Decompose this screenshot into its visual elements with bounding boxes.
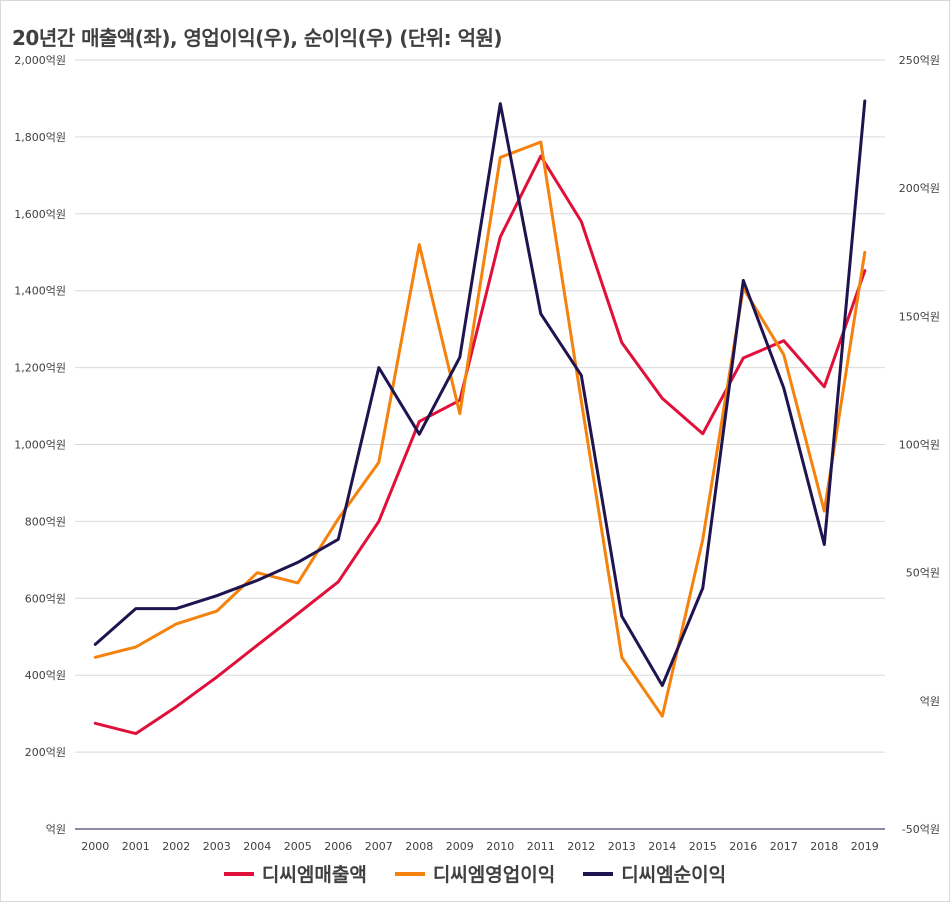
left-axis-tick-label: 2,000억원 — [14, 54, 66, 67]
legend-item: 디씨엠매출액 — [223, 860, 367, 887]
right-axis-tick-label: 250억원 — [899, 54, 940, 67]
legend: 디씨엠매출액 디씨엠영업이익 디씨엠순이익 — [0, 860, 950, 887]
x-axis-ticks: 2000 2001 2002 2003 2004 2005 2006 2007 2008 2009… — [81, 840, 879, 853]
left-axis-tick-label: 1,600억원 — [14, 208, 66, 221]
left-axis-tick-label: 600억원 — [25, 592, 66, 605]
right-axis-tick-label: 100억원 — [899, 439, 940, 452]
x-axis-tick-label: 2007 — [365, 840, 393, 853]
legend-swatch — [583, 871, 614, 876]
right-axis-ticks: -50억원 억원 50억원 100억원 150억원 200억원 250억원 — [899, 54, 940, 836]
legend-item: 디씨엠순이익 — [583, 860, 726, 887]
x-axis-tick-label: 2003 — [203, 840, 231, 853]
x-axis-tick-label: 2017 — [770, 840, 798, 853]
x-axis-tick-label: 2013 — [608, 840, 636, 853]
right-axis-tick-label: -50억원 — [902, 823, 940, 836]
x-axis-tick-label: 2011 — [527, 840, 555, 853]
x-axis-tick-label: 2015 — [689, 840, 717, 853]
legend-swatch — [223, 871, 254, 876]
x-axis-tick-label: 2009 — [446, 840, 474, 853]
chart-title: 20년간 매출액(좌), 영업이익(우), 순이익(우) (단위: 억원) — [12, 26, 503, 50]
x-axis-tick-label: 2005 — [284, 840, 312, 853]
left-axis-tick-label: 1,400억원 — [14, 285, 66, 298]
legend-label: 디씨엠영업이익 — [432, 864, 556, 886]
legend-label: 디씨엠매출액 — [261, 864, 367, 886]
left-axis-tick-label: 1,000억원 — [14, 439, 66, 452]
gridlines — [75, 59, 885, 830]
left-axis-ticks: 억원 200억원 400억원 600억원 800억원 1,000억원 1,200억원 1,40… — [14, 54, 66, 836]
right-axis-tick-label: 200억원 — [899, 182, 940, 195]
x-axis-tick-label: 2016 — [729, 840, 757, 853]
x-axis-tick-label: 2006 — [324, 840, 352, 853]
left-axis-tick-label: 1,800억원 — [14, 131, 66, 144]
series-lines — [93, 99, 867, 736]
x-axis-tick-label: 2019 — [851, 840, 879, 853]
x-axis-tick-label: 2000 — [81, 840, 109, 853]
x-axis-tick-label: 2018 — [810, 840, 838, 853]
left-axis-tick-label: 억원 — [46, 823, 66, 836]
left-axis-tick-label: 200억원 — [25, 746, 66, 759]
series-line-디씨엠순이익 — [93, 99, 867, 687]
right-axis-tick-label: 억원 — [920, 695, 940, 708]
x-axis-tick-label: 2012 — [567, 840, 595, 853]
series-line-디씨엠매출액 — [93, 154, 867, 736]
right-axis-tick-label: 150억원 — [899, 310, 940, 323]
left-axis-tick-label: 1,200억원 — [14, 362, 66, 375]
x-axis-tick-label: 2008 — [405, 840, 433, 853]
x-axis-tick-label: 2001 — [122, 840, 150, 853]
x-axis-tick-label: 2014 — [648, 840, 676, 853]
left-axis-tick-label: 800억원 — [25, 515, 66, 528]
legend-item: 디씨엠영업이익 — [394, 860, 556, 887]
x-axis-tick-label: 2002 — [162, 840, 190, 853]
left-axis-tick-label: 400억원 — [25, 669, 66, 682]
x-axis-tick-label: 2010 — [486, 840, 514, 853]
legend-label: 디씨엠순이익 — [621, 864, 727, 886]
x-axis-tick-label: 2004 — [243, 840, 271, 853]
legend-swatch — [394, 871, 425, 876]
right-axis-tick-label: 50억원 — [906, 567, 940, 580]
